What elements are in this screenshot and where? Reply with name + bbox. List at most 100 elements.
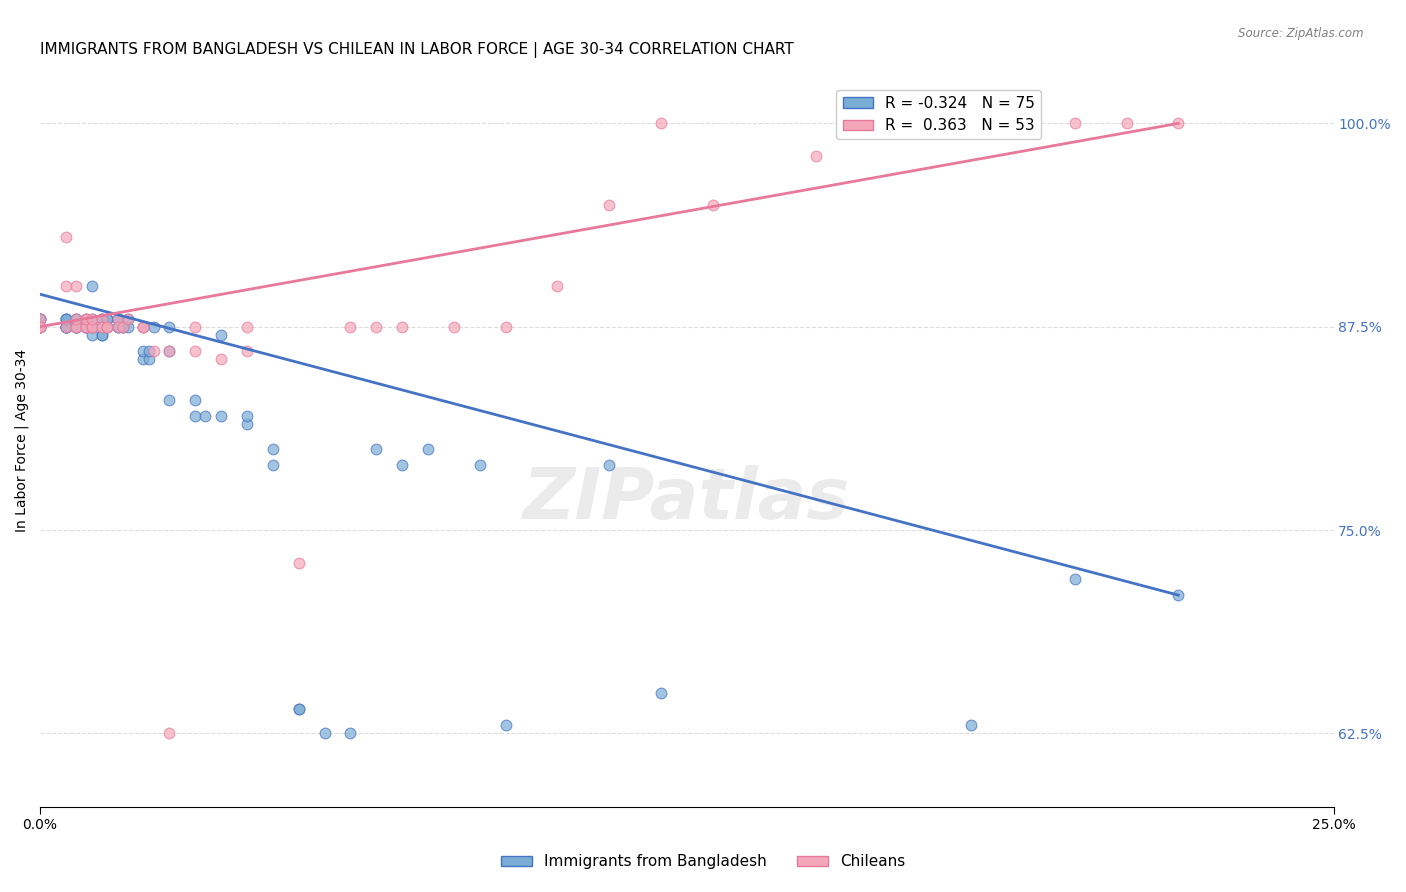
Point — [366, 319, 388, 334]
Point — [96, 319, 118, 334]
Point — [157, 319, 180, 334]
Point — [65, 319, 87, 334]
Point — [65, 319, 87, 334]
Point — [157, 726, 180, 740]
Point — [391, 319, 413, 334]
Point — [1063, 116, 1085, 130]
Point — [76, 319, 98, 334]
Point — [157, 344, 180, 359]
Point — [107, 311, 129, 326]
Point — [28, 319, 51, 334]
Point — [28, 311, 51, 326]
Point — [142, 319, 165, 334]
Point — [142, 344, 165, 359]
Text: IMMIGRANTS FROM BANGLADESH VS CHILEAN IN LABOR FORCE | AGE 30-34 CORRELATION CHA: IMMIGRANTS FROM BANGLADESH VS CHILEAN IN… — [39, 42, 793, 58]
Point — [339, 319, 361, 334]
Point — [28, 311, 51, 326]
Point — [55, 230, 77, 244]
Point — [91, 319, 114, 334]
Point — [65, 311, 87, 326]
Point — [287, 702, 309, 716]
Point — [96, 311, 118, 326]
Point — [96, 319, 118, 334]
Point — [314, 726, 336, 740]
Point — [80, 327, 103, 342]
Point — [209, 327, 232, 342]
Point — [650, 686, 672, 700]
Point — [117, 319, 139, 334]
Point — [236, 417, 259, 432]
Point — [91, 311, 114, 326]
Point — [262, 458, 284, 472]
Point — [107, 319, 129, 334]
Point — [55, 279, 77, 293]
Point — [55, 311, 77, 326]
Point — [107, 319, 129, 334]
Point — [184, 392, 207, 407]
Point — [28, 311, 51, 326]
Point — [650, 116, 672, 130]
Point — [96, 319, 118, 334]
Point — [28, 319, 51, 334]
Point — [107, 311, 129, 326]
Point — [339, 726, 361, 740]
Point — [132, 344, 155, 359]
Point — [856, 116, 879, 130]
Point — [76, 319, 98, 334]
Point — [80, 319, 103, 334]
Point — [132, 319, 155, 334]
Point — [598, 198, 620, 212]
Point — [28, 311, 51, 326]
Point — [76, 319, 98, 334]
Point — [55, 319, 77, 334]
Point — [91, 327, 114, 342]
Point — [236, 319, 259, 334]
Point — [55, 319, 77, 334]
Point — [65, 319, 87, 334]
Point — [55, 319, 77, 334]
Point — [804, 149, 827, 163]
Point — [287, 702, 309, 716]
Point — [184, 319, 207, 334]
Point — [468, 458, 491, 472]
Point — [194, 409, 217, 424]
Point — [138, 352, 160, 367]
Point — [65, 319, 87, 334]
Point — [28, 319, 51, 334]
Point — [111, 319, 134, 334]
Point — [65, 319, 87, 334]
Point — [55, 311, 77, 326]
Point — [366, 442, 388, 456]
Point — [209, 409, 232, 424]
Legend: Immigrants from Bangladesh, Chileans: Immigrants from Bangladesh, Chileans — [495, 848, 911, 875]
Point — [117, 311, 139, 326]
Point — [184, 344, 207, 359]
Point — [55, 319, 77, 334]
Point — [546, 279, 568, 293]
Point — [80, 319, 103, 334]
Point — [65, 311, 87, 326]
Point — [55, 319, 77, 334]
Point — [443, 319, 465, 334]
Point — [65, 279, 87, 293]
Point — [91, 327, 114, 342]
Point — [55, 319, 77, 334]
Point — [76, 311, 98, 326]
Point — [76, 319, 98, 334]
Y-axis label: In Labor Force | Age 30-34: In Labor Force | Age 30-34 — [15, 349, 30, 533]
Point — [76, 319, 98, 334]
Point — [262, 442, 284, 456]
Point — [132, 319, 155, 334]
Point — [111, 319, 134, 334]
Point — [1063, 572, 1085, 586]
Point — [91, 311, 114, 326]
Point — [416, 442, 439, 456]
Point — [132, 319, 155, 334]
Point — [28, 319, 51, 334]
Point — [65, 319, 87, 334]
Point — [65, 311, 87, 326]
Point — [91, 311, 114, 326]
Point — [138, 344, 160, 359]
Point — [960, 718, 983, 732]
Point — [111, 319, 134, 334]
